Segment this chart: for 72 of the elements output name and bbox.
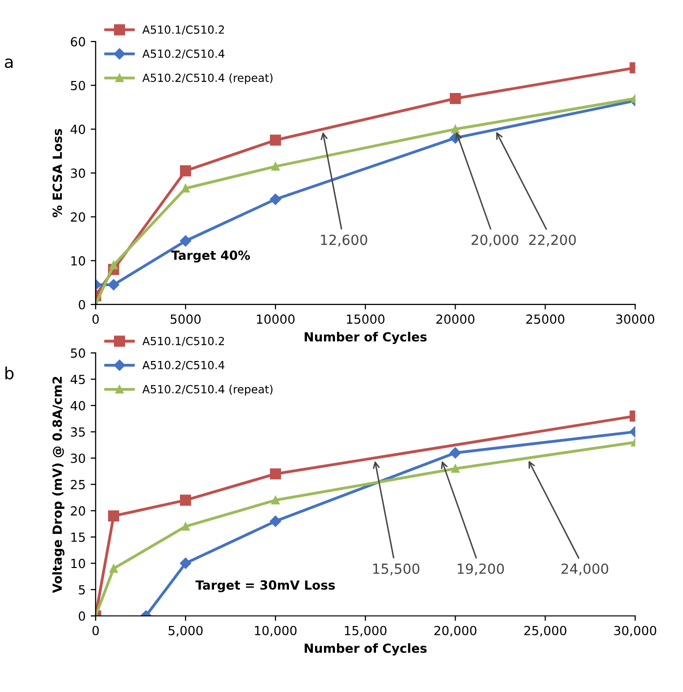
x-tick-label: 5,000 bbox=[168, 626, 203, 637]
point bbox=[180, 558, 192, 569]
point bbox=[451, 464, 460, 473]
y-tick-label: 45 bbox=[70, 374, 85, 384]
point bbox=[451, 125, 460, 134]
point bbox=[271, 162, 280, 171]
point bbox=[181, 522, 190, 531]
y-tick-label: 60 bbox=[70, 36, 86, 46]
annotation: Target 40% bbox=[171, 250, 250, 262]
y-tick-label: 30 bbox=[70, 454, 86, 464]
point bbox=[270, 516, 282, 527]
x-tick-label: 25,000 bbox=[524, 626, 566, 637]
y-tick-label: 20 bbox=[70, 212, 86, 222]
legend-label: A510.1/C510.2 bbox=[142, 336, 224, 346]
point bbox=[270, 134, 282, 146]
point bbox=[109, 260, 118, 270]
text: a bbox=[4, 58, 13, 68]
annotation: Target = 30mV Loss bbox=[196, 580, 335, 592]
point bbox=[270, 468, 282, 480]
x-tick-label: 30000 bbox=[616, 314, 654, 324]
y-tick-label: 10 bbox=[71, 558, 86, 568]
y-tick-label: 30 bbox=[70, 168, 86, 178]
x-tick-label: 5000 bbox=[170, 314, 201, 324]
x-tick-label: 20000 bbox=[436, 314, 474, 324]
legend-label: A510.2/C510.4 (repeat) bbox=[142, 73, 272, 84]
x-tick-label: 10000 bbox=[256, 314, 295, 324]
annotation: 15,500 bbox=[373, 564, 420, 576]
y-tick-label: 5 bbox=[78, 585, 85, 595]
y-tick-label: 25 bbox=[70, 480, 85, 490]
x-axis-title: Number of Cycles bbox=[304, 332, 427, 344]
y-tick-label: 20 bbox=[70, 506, 86, 516]
point bbox=[108, 279, 120, 290]
y-tick-label: 10 bbox=[71, 256, 86, 266]
point bbox=[180, 165, 192, 176]
annotation: 22,200 bbox=[529, 234, 576, 246]
legend-label: A510.2/C510.4 bbox=[142, 50, 224, 59]
point bbox=[108, 510, 120, 522]
x-tick-label: 10,000 bbox=[254, 626, 297, 637]
x-axis-title: Number of Cycles bbox=[304, 643, 427, 656]
x-tick-label: 0 bbox=[92, 626, 99, 636]
y-tick-label: 0 bbox=[78, 300, 86, 310]
point bbox=[180, 235, 192, 247]
y-tick-label: 40 bbox=[70, 400, 86, 410]
annotation: 24,000 bbox=[562, 564, 608, 576]
x-tick-label: 25000 bbox=[526, 314, 564, 324]
x-tick-label: 30,000 bbox=[614, 626, 656, 637]
y-axis-title: % ECSA Loss bbox=[52, 128, 62, 218]
point bbox=[181, 184, 190, 193]
y-tick-label: 35 bbox=[70, 427, 85, 437]
annotation: 20,000 bbox=[472, 234, 518, 246]
x-tick-label: 15000 bbox=[346, 314, 384, 324]
point bbox=[450, 447, 461, 458]
annotation: 19,200 bbox=[458, 564, 504, 576]
y-axis-title: Voltage Drop (mV) @ 0.8A/cm2 bbox=[52, 376, 64, 593]
point bbox=[109, 564, 118, 573]
y-tick-label: 50 bbox=[70, 80, 86, 90]
annotation: 12,600 bbox=[321, 234, 368, 246]
point bbox=[180, 494, 192, 506]
y-tick-label: 50 bbox=[70, 348, 86, 358]
point bbox=[450, 92, 461, 104]
legend-label: A510.1/C510.2 bbox=[142, 25, 224, 35]
legend-label: A510.2/C510.4 (repeat) bbox=[142, 384, 272, 396]
point bbox=[270, 194, 282, 205]
y-tick-label: 40 bbox=[70, 124, 86, 134]
x-tick-label: 0 bbox=[92, 314, 99, 324]
y-tick-label: 0 bbox=[78, 611, 86, 621]
x-tick-label: 20,000 bbox=[434, 626, 476, 637]
legend-label: A510.2/C510.4 bbox=[142, 360, 224, 370]
x-tick-label: 15,000 bbox=[344, 626, 386, 637]
text: b bbox=[5, 366, 14, 380]
y-tick-label: 15 bbox=[71, 532, 85, 542]
point bbox=[271, 496, 280, 504]
